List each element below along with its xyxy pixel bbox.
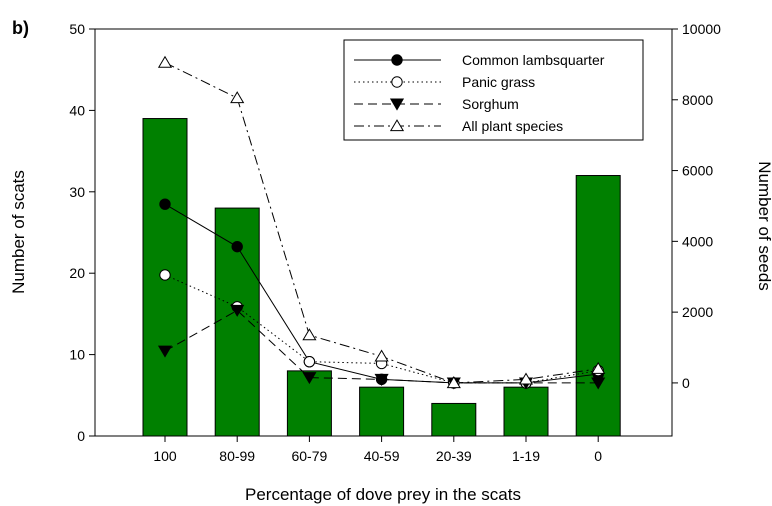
right-axis: 0 2000 4000 6000 8000 10000 [672, 21, 721, 391]
legend-label-panic-grass: Panic grass [462, 74, 535, 90]
right-tick-label-6000: 6000 [682, 163, 713, 179]
point-all-plant-species-1-19 [518, 372, 534, 385]
legend-marker-common-lambsquarter [391, 54, 403, 66]
bar-40-59 [359, 386, 405, 437]
left-tick-label-0: 0 [77, 428, 85, 444]
x-tick-label-100: 100 [153, 448, 177, 464]
y2-axis-title: Number of seeds [755, 161, 772, 290]
right-tick-label-10000: 10000 [682, 21, 721, 37]
point-sorghum-0 [591, 377, 606, 390]
point-all-plant-species-60-79 [302, 328, 317, 341]
point-sorghum-40-59 [374, 373, 389, 386]
bar-0 [575, 175, 621, 437]
legend-label-common-lambsquarter: Common lambsquarter [462, 52, 605, 68]
point-common-lambsquarter-80-99 [231, 240, 243, 253]
legend-label-sorghum: Sorghum [462, 96, 519, 112]
x-axis-title: Percentage of dove prey in the scats [245, 485, 521, 504]
point-all-plant-species-40-59 [374, 349, 389, 362]
bar-1-19 [503, 386, 549, 437]
legend: Common lambsquarter Panic grass Sorghum All… [343, 39, 644, 141]
x-tick-label-80-99: 80-99 [219, 448, 255, 464]
plot-frame [94, 28, 673, 437]
x-tick-label-0: 0 [594, 448, 602, 464]
left-axis: 0 10 20 30 40 50 [69, 21, 95, 444]
point-all-plant-species-20-39 [446, 376, 461, 389]
point-panic-grass-100 [159, 269, 171, 281]
left-tick-label-40: 40 [69, 102, 85, 118]
left-tick-label-50: 50 [69, 21, 85, 37]
point-sorghum-80-99 [230, 304, 245, 317]
legend-marker-panic-grass [391, 76, 403, 88]
legend-marker-sorghum [389, 98, 405, 111]
right-tick-label-2000: 2000 [682, 304, 713, 320]
bars [142, 118, 621, 437]
point-panic-grass-60-79 [303, 355, 316, 368]
x-tick-label-1-19: 1-19 [512, 448, 540, 464]
left-tick-label-20: 20 [69, 265, 85, 281]
point-common-lambsquarter-100 [159, 198, 171, 210]
left-tick-label-10: 10 [69, 347, 85, 363]
x-tick-label-60-79: 60-79 [291, 448, 327, 464]
y-axis-title: Number of scats [9, 170, 28, 294]
right-tick-label-0: 0 [682, 375, 690, 391]
point-all-plant-species-100 [157, 55, 173, 68]
point-sorghum-60-79 [302, 372, 317, 385]
right-tick-label-4000: 4000 [682, 233, 713, 249]
x-axis: 100 80-99 60-79 40-59 20-39 1-19 0 [153, 436, 602, 464]
series-markers [157, 55, 606, 390]
x-tick-label-40-59: 40-59 [364, 448, 400, 464]
point-sorghum-100 [157, 345, 173, 358]
bar-20-39 [431, 402, 477, 437]
point-all-plant-species-0 [591, 361, 606, 374]
legend-label-all-plant-species: All plant species [462, 118, 563, 134]
point-all-plant-species-80-99 [230, 91, 245, 104]
right-tick-label-8000: 8000 [682, 92, 713, 108]
panel-label: b) [12, 18, 29, 38]
left-tick-label-30: 30 [69, 184, 85, 200]
legend-marker-all-plant-species [389, 119, 405, 132]
x-tick-label-20-39: 20-39 [436, 448, 472, 464]
